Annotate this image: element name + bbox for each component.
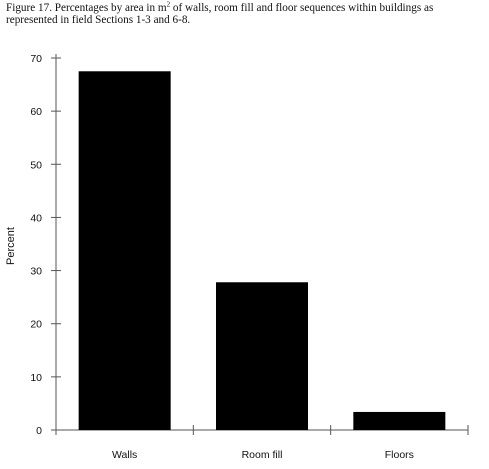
bar-floors xyxy=(353,411,446,430)
caption-prefix: Figure 17. Percentages by area in m xyxy=(6,2,167,14)
y-tick-label: 30 xyxy=(30,266,42,278)
caption-superscript: 2 xyxy=(166,0,171,9)
x-category-label: Walls xyxy=(112,449,137,461)
bar-room-fill xyxy=(215,282,309,430)
bars xyxy=(78,71,446,431)
y-tick-label: 40 xyxy=(30,212,42,224)
x-category-label: Floors xyxy=(385,449,414,461)
y-tick-label: 50 xyxy=(30,159,42,171)
y-tick-label: 70 xyxy=(30,53,42,65)
y-tick-label: 0 xyxy=(36,425,42,437)
y-axis: 0 10 20 30 40 50 60 70 xyxy=(30,53,61,437)
y-tick-label: 60 xyxy=(30,106,42,118)
caption-suffix: of walls, room fill and floor sequences … xyxy=(6,2,434,26)
figure-caption: Figure 17. Percentages by area in m2 of … xyxy=(6,0,484,26)
x-axis: Walls Room fill Floors xyxy=(55,425,469,461)
y-tick-label: 20 xyxy=(30,319,42,331)
y-axis-title: Percent xyxy=(5,227,17,265)
y-tick-label: 10 xyxy=(30,372,42,384)
bar-walls xyxy=(78,71,171,431)
x-category-label: Room fill xyxy=(242,449,283,461)
